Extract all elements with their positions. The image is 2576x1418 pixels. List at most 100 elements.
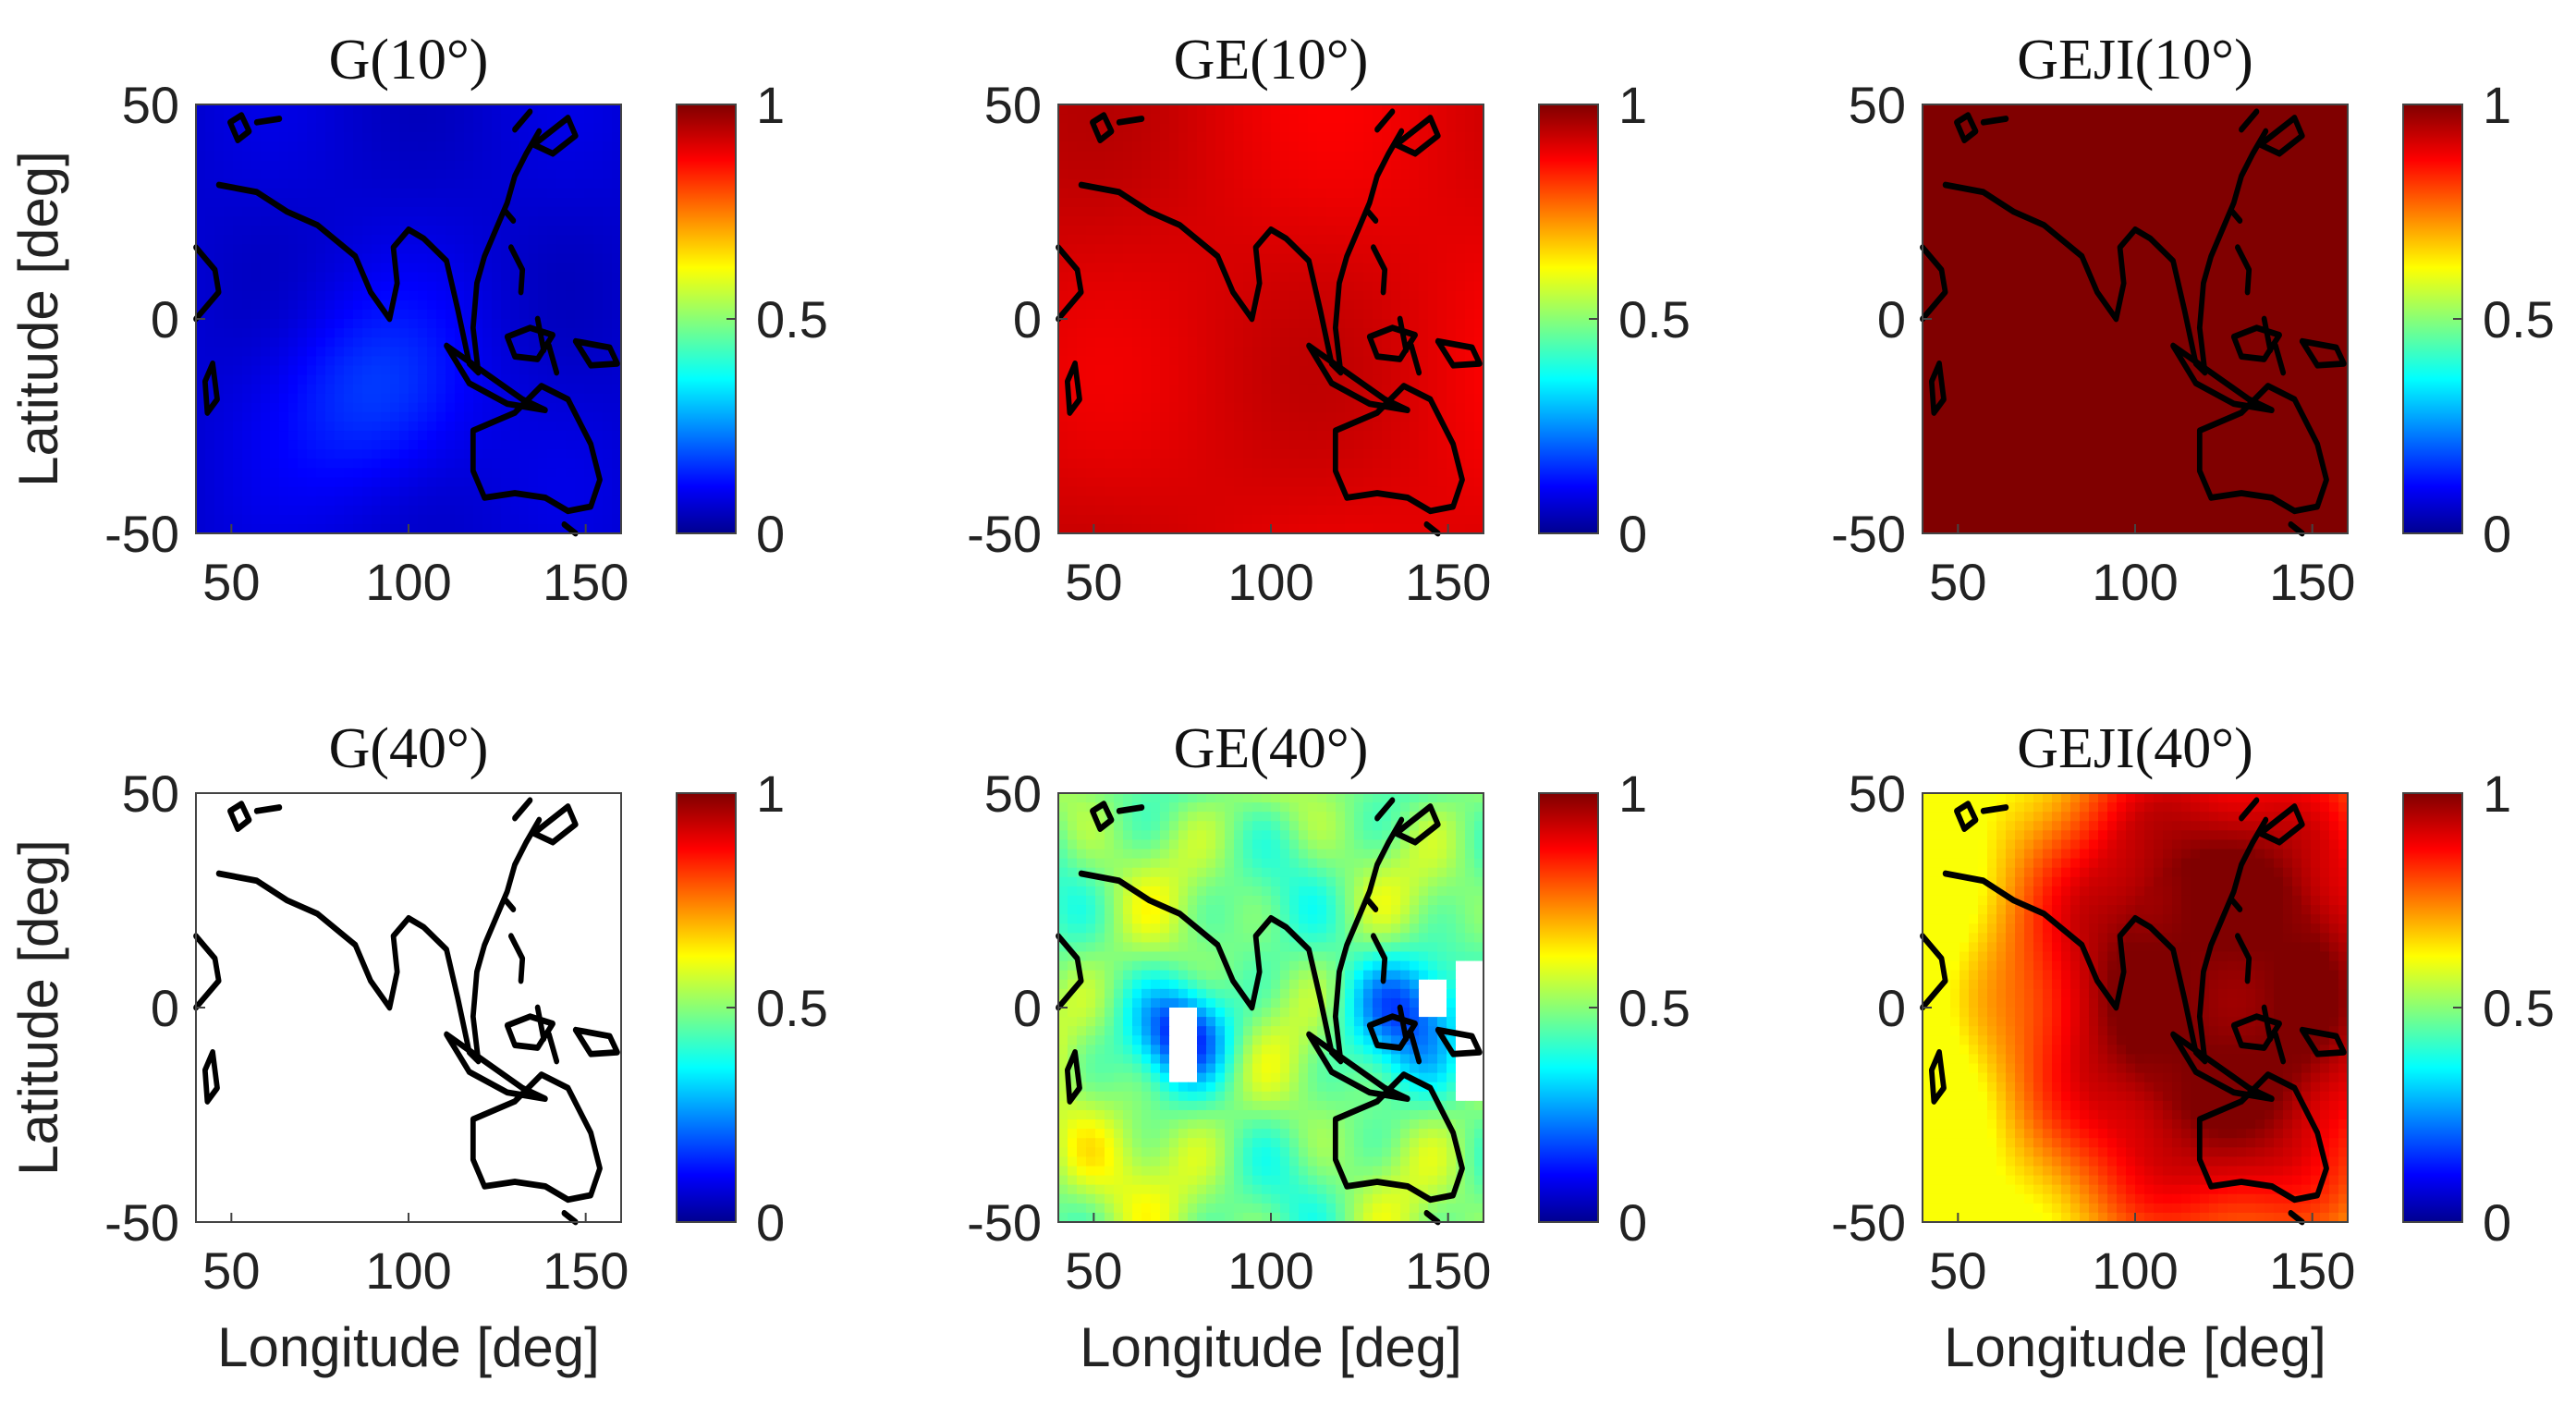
heatmap-cell [1465, 197, 1475, 208]
heatmap-cell [501, 505, 511, 516]
heatmap-cell [482, 104, 493, 115]
heatmap-cell [1095, 468, 1105, 479]
heatmap-cell [1114, 160, 1124, 171]
heatmap-cell [1215, 216, 1226, 226]
heatmap-cell [427, 253, 437, 264]
heatmap-cell [1419, 197, 1429, 208]
heatmap-cell [298, 309, 308, 320]
heatmap-cell [1132, 468, 1142, 479]
heatmap-cell [409, 495, 419, 507]
heatmap-cell [492, 402, 502, 413]
heatmap-cell [372, 458, 382, 469]
heatmap-cell [1474, 347, 1484, 357]
heatmap-cell [270, 328, 280, 338]
heatmap-cell [335, 178, 345, 189]
heatmap-cell [325, 431, 336, 441]
heatmap-cell [427, 356, 437, 367]
heatmap-cell [473, 141, 483, 153]
heatmap-cell [224, 505, 234, 516]
heatmap-cell [1465, 421, 1475, 432]
heatmap-cell [1225, 365, 1235, 376]
heatmap-cell [2311, 197, 2321, 208]
heatmap-cell [1151, 402, 1161, 413]
heatmap-cell [196, 319, 206, 329]
heatmap-cell [270, 281, 280, 292]
heatmap-cell [1326, 160, 1337, 171]
heatmap-cell [1271, 263, 1281, 274]
heatmap-cell [279, 188, 289, 199]
heatmap-cell [1197, 468, 1207, 479]
heatmap-cell [566, 431, 576, 441]
heatmap-cell [233, 421, 243, 432]
heatmap-cell [1086, 347, 1096, 357]
heatmap-cell [1197, 319, 1207, 329]
heatmap-cell [1308, 319, 1318, 329]
heatmap-cell [1095, 123, 1105, 133]
heatmap-cell [566, 104, 576, 115]
heatmap-cell [538, 253, 548, 264]
heatmap-cell [1474, 486, 1484, 497]
heatmap-cell [1373, 188, 1383, 199]
heatmap-cell [455, 495, 465, 507]
heatmap-cell [1354, 421, 1364, 432]
heatmap-cell [2006, 123, 2016, 133]
heatmap-cell [288, 263, 299, 274]
heatmap-cell [510, 458, 520, 469]
heatmap-cell [1068, 347, 1078, 357]
heatmap-cell [1345, 337, 1355, 348]
heatmap-cell [1447, 486, 1457, 497]
heatmap-cell [473, 505, 483, 516]
heatmap-cell [1299, 244, 1309, 254]
heatmap-cell [2033, 114, 2044, 124]
heatmap-cell [307, 365, 317, 376]
heatmap-cell [1197, 114, 1207, 124]
heatmap-cell [2080, 160, 2090, 171]
heatmap-cell [1058, 151, 1068, 162]
heatmap-cell [1308, 514, 1318, 525]
heatmap-cell [261, 206, 271, 217]
heatmap-cell [2107, 178, 2118, 189]
heatmap-cell [1465, 235, 1475, 245]
heatmap-cell [1225, 486, 1235, 497]
heatmap-cell [1262, 178, 1272, 189]
heatmap-cell [307, 384, 317, 395]
heatmap-cell [1456, 244, 1466, 254]
heatmap-cell [2006, 235, 2016, 245]
heatmap-cell [1132, 253, 1142, 264]
heatmap-cell [399, 402, 409, 413]
heatmap-cell [1428, 468, 1438, 479]
heatmap-cell [381, 421, 391, 432]
heatmap-cell [261, 374, 271, 385]
heatmap-cell [2292, 160, 2302, 171]
heatmap-cell [547, 169, 557, 180]
heatmap-cell [261, 365, 271, 376]
heatmap-cell [1114, 356, 1124, 367]
heatmap-cell [1391, 449, 1401, 459]
heatmap-cell [1123, 263, 1133, 274]
heatmap-cell [399, 299, 409, 311]
heatmap-cell [538, 197, 548, 208]
heatmap-cell [214, 514, 225, 525]
heatmap-cell [399, 281, 409, 292]
heatmap-cell [464, 328, 474, 338]
heatmap-cell [1114, 319, 1124, 329]
heatmap-cell [2246, 188, 2256, 199]
heatmap-cell [362, 104, 372, 115]
heatmap-cell [1474, 384, 1484, 395]
heatmap-cell [446, 104, 456, 115]
heatmap-cell [251, 337, 262, 348]
heatmap-cell [575, 160, 585, 171]
heatmap-cell [1326, 178, 1337, 189]
heatmap-cell [1077, 299, 1087, 311]
heatmap-cell [446, 328, 456, 338]
heatmap-cell [436, 440, 446, 450]
heatmap-cell [2135, 151, 2145, 162]
heatmap-cell [390, 402, 400, 413]
heatmap-cell [2024, 226, 2034, 236]
heatmap-cell [1271, 356, 1281, 367]
heatmap-cell [1978, 123, 1988, 133]
heatmap-cell [510, 263, 520, 274]
heatmap-cell [612, 374, 622, 385]
heatmap-cell [325, 384, 336, 395]
heatmap-cell [362, 347, 372, 357]
